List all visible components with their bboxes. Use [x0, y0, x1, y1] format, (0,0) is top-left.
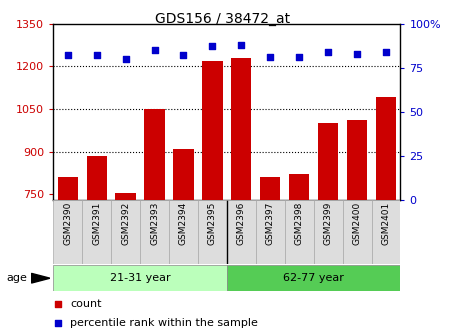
- Point: [55, 301, 62, 306]
- Text: GSM2394: GSM2394: [179, 202, 188, 245]
- Bar: [169, 200, 198, 264]
- Bar: [372, 200, 400, 264]
- Bar: [289, 174, 309, 200]
- Text: GSM2398: GSM2398: [295, 202, 304, 245]
- Point: [325, 49, 332, 54]
- Point: [382, 49, 390, 54]
- Text: GSM2393: GSM2393: [150, 202, 159, 245]
- Bar: [53, 265, 227, 291]
- Text: GDS156 / 38472_at: GDS156 / 38472_at: [155, 12, 290, 26]
- Text: GSM2391: GSM2391: [92, 202, 101, 245]
- Bar: [227, 200, 256, 264]
- Bar: [343, 200, 372, 264]
- Bar: [198, 200, 227, 264]
- Bar: [82, 200, 111, 264]
- Text: 21-31 year: 21-31 year: [110, 273, 170, 283]
- Bar: [173, 149, 194, 200]
- Text: GSM2392: GSM2392: [121, 202, 130, 245]
- Text: GSM2395: GSM2395: [208, 202, 217, 245]
- Bar: [376, 97, 396, 200]
- Bar: [57, 177, 78, 200]
- Point: [151, 47, 158, 53]
- Bar: [87, 156, 107, 200]
- Bar: [318, 123, 338, 200]
- Text: percentile rank within the sample: percentile rank within the sample: [70, 318, 258, 328]
- Text: GSM2390: GSM2390: [63, 202, 72, 245]
- Bar: [314, 200, 343, 264]
- Point: [295, 54, 303, 60]
- Bar: [53, 200, 82, 264]
- Text: GSM2399: GSM2399: [324, 202, 332, 245]
- Bar: [285, 200, 314, 264]
- Bar: [260, 177, 281, 200]
- Bar: [227, 265, 400, 291]
- Point: [64, 52, 71, 58]
- Point: [267, 54, 274, 60]
- Bar: [202, 60, 223, 200]
- Bar: [347, 120, 367, 200]
- Point: [55, 320, 62, 325]
- Point: [353, 51, 361, 56]
- Bar: [140, 200, 169, 264]
- Bar: [144, 109, 165, 200]
- Text: GSM2396: GSM2396: [237, 202, 246, 245]
- Point: [209, 44, 216, 49]
- Text: count: count: [70, 299, 101, 308]
- Text: GSM2401: GSM2401: [382, 202, 390, 245]
- Point: [122, 56, 129, 61]
- Point: [238, 42, 245, 47]
- Polygon shape: [31, 274, 50, 283]
- Bar: [231, 58, 251, 200]
- Text: GSM2397: GSM2397: [266, 202, 275, 245]
- Text: GSM2400: GSM2400: [353, 202, 362, 245]
- Bar: [115, 193, 136, 200]
- Point: [93, 52, 100, 58]
- Text: 62-77 year: 62-77 year: [283, 273, 344, 283]
- Bar: [111, 200, 140, 264]
- Text: age: age: [6, 273, 27, 283]
- Point: [180, 52, 187, 58]
- Bar: [256, 200, 285, 264]
